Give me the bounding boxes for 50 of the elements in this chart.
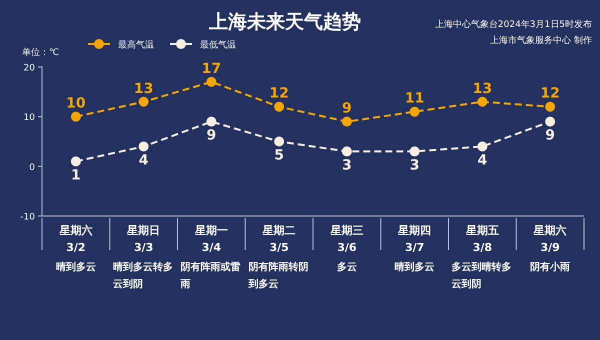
point xyxy=(477,141,488,152)
data-label: 4 xyxy=(478,152,488,168)
point xyxy=(70,156,81,166)
point xyxy=(70,112,81,122)
data-label: 10 xyxy=(66,96,86,112)
y-tick-label: 0 xyxy=(29,162,36,173)
point xyxy=(138,96,149,107)
point xyxy=(206,116,216,127)
point xyxy=(545,102,556,112)
data-label: 3 xyxy=(410,157,420,174)
point xyxy=(342,116,352,127)
text: 上海市气象服务中心 制作 xyxy=(490,35,592,46)
chart-title: 上海未来天气趋势 xyxy=(208,11,361,33)
point xyxy=(545,116,556,127)
y-tick-label: -10 xyxy=(20,212,36,222)
data-label: 5 xyxy=(274,148,284,164)
data-label: 9 xyxy=(545,128,555,144)
x-tick-label: 星期二 3/5 阴有阵雨转阴到多云 xyxy=(247,224,308,290)
x-tick-label: 星期三 3/6 多云 xyxy=(329,224,364,273)
data-label: 1 xyxy=(71,167,81,184)
legend-label: 最低气温 xyxy=(200,40,236,50)
data-label: 11 xyxy=(404,90,424,107)
point xyxy=(477,96,488,107)
x-tick-label: 星期五 3/8 多云到晴转多云到阴 xyxy=(452,224,512,290)
x-tick-label: 星期六 3/2 晴到多云 xyxy=(56,224,96,273)
x-tick-label: 星期一 3/4 阴有阵雨或雷雨 xyxy=(180,224,240,290)
x-tick-label: 星期日 3/3 晴到多云转多云到阴 xyxy=(112,224,173,290)
data-label: 9 xyxy=(206,128,216,144)
y-axis-title: 单位：℃ xyxy=(22,47,60,58)
data-label: 12 xyxy=(540,86,560,102)
x-tick-label: 星期四 3/7 晴到多云 xyxy=(394,224,435,273)
point xyxy=(274,136,284,146)
data-label: 4 xyxy=(138,152,149,168)
point xyxy=(342,146,352,156)
y-tick-label: 20 xyxy=(24,64,36,74)
data-label: 9 xyxy=(342,100,352,117)
point xyxy=(274,102,284,112)
y-tick-label: 10 xyxy=(24,113,36,124)
data-label: 12 xyxy=(269,86,289,102)
data-label: 13 xyxy=(472,80,492,97)
data-label: 13 xyxy=(134,80,154,97)
point xyxy=(206,76,216,87)
point xyxy=(138,141,149,152)
data-label: 17 xyxy=(202,60,222,77)
data-label: 3 xyxy=(342,157,352,174)
legend-label: 最高气温 xyxy=(118,40,154,50)
point xyxy=(410,106,420,117)
x-tick-label: 星期六 3/9 阴有小雨 xyxy=(530,224,570,273)
point xyxy=(410,146,420,156)
text: 上海中心气象台2024年3月1日5时发布 xyxy=(434,19,592,30)
